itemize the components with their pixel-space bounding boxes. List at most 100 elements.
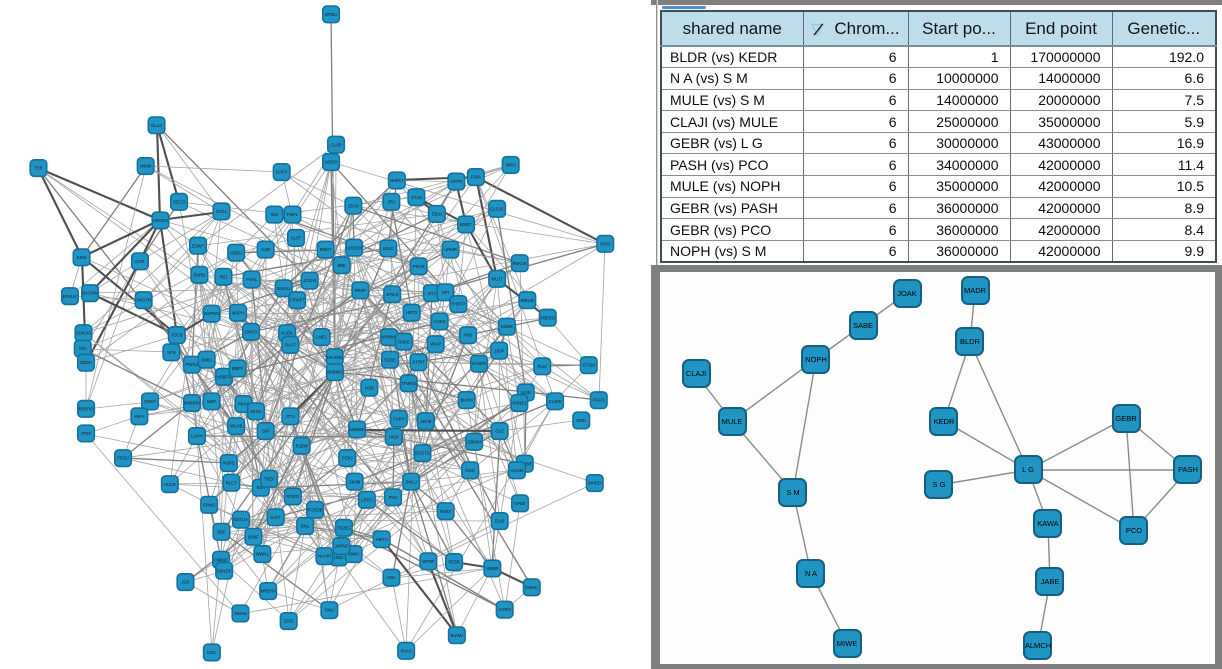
svg-text:WAPWS: WAPWS bbox=[204, 311, 220, 316]
svg-text:BMPF: BMPF bbox=[232, 366, 244, 371]
svg-text:NTJ: NTJ bbox=[428, 291, 436, 296]
svg-text:JJGP: JJGP bbox=[494, 348, 504, 353]
svg-text:EWLDF: EWLDF bbox=[217, 568, 232, 573]
svg-text:KHJER: KHJER bbox=[472, 361, 486, 366]
svg-text:IOH: IOH bbox=[79, 346, 86, 351]
svg-text:BSR: BSR bbox=[256, 485, 265, 490]
svg-text:NNSRE: NNSRE bbox=[350, 427, 365, 432]
svg-text:PCO: PCO bbox=[1126, 526, 1142, 535]
svg-text:GTLB: GTLB bbox=[411, 195, 422, 200]
svg-text:AGRO: AGRO bbox=[498, 607, 511, 612]
svg-text:KAWA: KAWA bbox=[1037, 519, 1059, 528]
svg-text:HISJ: HISJ bbox=[463, 333, 472, 338]
svg-text:PASH: PASH bbox=[1178, 465, 1198, 474]
svg-text:JHTKT: JHTKT bbox=[412, 360, 425, 365]
svg-text:JWBC: JWBC bbox=[201, 357, 213, 362]
svg-text:REKUK: REKUK bbox=[512, 261, 527, 266]
svg-text:OLC: OLC bbox=[495, 429, 504, 434]
svg-text:THBTP: THBTP bbox=[451, 302, 465, 307]
svg-text:BNL: BNL bbox=[301, 524, 310, 529]
svg-text:CLAJI: CLAJI bbox=[686, 369, 706, 378]
svg-text:JPU: JPU bbox=[387, 199, 395, 204]
svg-text:ERNO: ERNO bbox=[203, 503, 216, 508]
svg-text:SBC: SBC bbox=[217, 530, 226, 535]
svg-text:ALST: ALST bbox=[291, 236, 302, 241]
svg-text:ROSI: ROSI bbox=[600, 241, 610, 246]
svg-text:HBTD: HBTD bbox=[406, 310, 417, 315]
svg-text:KNNEJ: KNNEJ bbox=[513, 401, 527, 406]
svg-text:GLSJC: GLSJC bbox=[490, 206, 504, 211]
svg-text:BCGTS: BCGTS bbox=[415, 451, 430, 456]
svg-text:MUJT: MUJT bbox=[492, 276, 504, 281]
svg-text:OLLO: OLLO bbox=[151, 123, 163, 128]
svg-text:UDEDM: UDEDM bbox=[346, 245, 362, 250]
svg-text:SWLJ: SWLJ bbox=[406, 479, 417, 484]
svg-text:PKG: PKG bbox=[389, 495, 398, 500]
svg-text:JOAK: JOAK bbox=[897, 289, 917, 298]
svg-text:DTSM: DTSM bbox=[583, 363, 595, 368]
svg-text:CBA: CBA bbox=[387, 575, 396, 580]
svg-text:NSPS: NSPS bbox=[223, 461, 235, 466]
svg-text:JCIGW: JCIGW bbox=[303, 278, 317, 283]
svg-text:PGGS: PGGS bbox=[593, 398, 605, 403]
svg-text:SGBE: SGBE bbox=[384, 357, 396, 362]
svg-text:TER: TER bbox=[34, 166, 42, 171]
svg-text:WMNRK: WMNRK bbox=[184, 401, 200, 406]
svg-text:NHFKT: NHFKT bbox=[390, 178, 404, 183]
svg-text:DBJM: DBJM bbox=[80, 360, 92, 365]
svg-text:WIUP: WIUP bbox=[430, 342, 441, 347]
svg-text:BJNF: BJNF bbox=[248, 534, 259, 539]
svg-text:EWHC: EWHC bbox=[525, 585, 538, 590]
svg-text:RJDW: RJDW bbox=[296, 443, 308, 448]
svg-text:URMR: URMR bbox=[444, 247, 457, 252]
svg-text:HGC: HGC bbox=[207, 650, 216, 655]
svg-text:SKJM: SKJM bbox=[349, 479, 361, 484]
svg-text:RPERO: RPERO bbox=[79, 407, 95, 412]
svg-text:JABE: JABE bbox=[1041, 577, 1060, 586]
svg-text:MULE: MULE bbox=[722, 417, 743, 426]
svg-text:RWUM: RWUM bbox=[521, 298, 535, 303]
svg-text:BMBT: BMBT bbox=[460, 222, 472, 227]
svg-text:FWFL: FWFL bbox=[287, 212, 299, 217]
svg-text:TFWNS: TFWNS bbox=[401, 381, 416, 386]
svg-text:UPI: UPI bbox=[442, 290, 449, 295]
svg-text:REJ: REJ bbox=[219, 274, 227, 279]
svg-text:MRO: MRO bbox=[506, 163, 517, 168]
svg-text:MDF: MDF bbox=[207, 399, 217, 404]
svg-text:SWKI: SWKI bbox=[348, 552, 359, 557]
svg-text:LUHH: LUHH bbox=[191, 434, 202, 439]
svg-text:JOS: JOS bbox=[181, 580, 189, 585]
svg-text:JTTA: JTTA bbox=[286, 414, 296, 419]
svg-text:OJF: OJF bbox=[262, 429, 270, 434]
svg-text:RNNT: RNNT bbox=[320, 247, 332, 252]
svg-text:EFUUK: EFUUK bbox=[63, 294, 77, 299]
svg-text:L G: L G bbox=[1022, 465, 1034, 474]
svg-text:SFN: SFN bbox=[167, 350, 175, 355]
svg-text:IEWJU: IEWJU bbox=[277, 286, 290, 291]
svg-text:JPALK: JPALK bbox=[386, 292, 399, 297]
svg-text:OSEU: OSEU bbox=[230, 250, 242, 255]
svg-text:IWGTN: IWGTN bbox=[137, 298, 151, 303]
svg-text:S M: S M bbox=[786, 488, 799, 497]
svg-text:GDKF: GDKF bbox=[144, 399, 156, 404]
svg-text:LEIG: LEIG bbox=[284, 619, 294, 624]
svg-text:DKJOW: DKJOW bbox=[327, 355, 342, 360]
svg-text:RODG: RODG bbox=[287, 494, 300, 499]
svg-text:WWNL: WWNL bbox=[256, 552, 270, 557]
svg-text:WPOF: WPOF bbox=[422, 559, 435, 564]
svg-text:CLOW: CLOW bbox=[549, 399, 562, 404]
svg-text:FSPH: FSPH bbox=[393, 416, 404, 421]
svg-text:FKHL: FKHL bbox=[246, 277, 257, 282]
svg-text:LMEL: LMEL bbox=[316, 335, 328, 340]
svg-text:DAFP: DAFP bbox=[276, 170, 287, 175]
svg-text:PJPA: PJPA bbox=[471, 175, 481, 180]
svg-text:OSKS: OSKS bbox=[398, 339, 410, 344]
svg-text:TSEF: TSEF bbox=[264, 476, 275, 481]
svg-text:HIGK: HIGK bbox=[389, 435, 399, 440]
svg-text:BHBMO: BHBMO bbox=[327, 370, 343, 375]
svg-text:NOPH: NOPH bbox=[805, 355, 827, 364]
svg-text:OOR: OOR bbox=[135, 259, 145, 264]
svg-text:BLDR: BLDR bbox=[960, 337, 981, 346]
svg-text:KSLE: KSLE bbox=[383, 246, 394, 251]
svg-text:AOKN: AOKN bbox=[434, 319, 446, 324]
